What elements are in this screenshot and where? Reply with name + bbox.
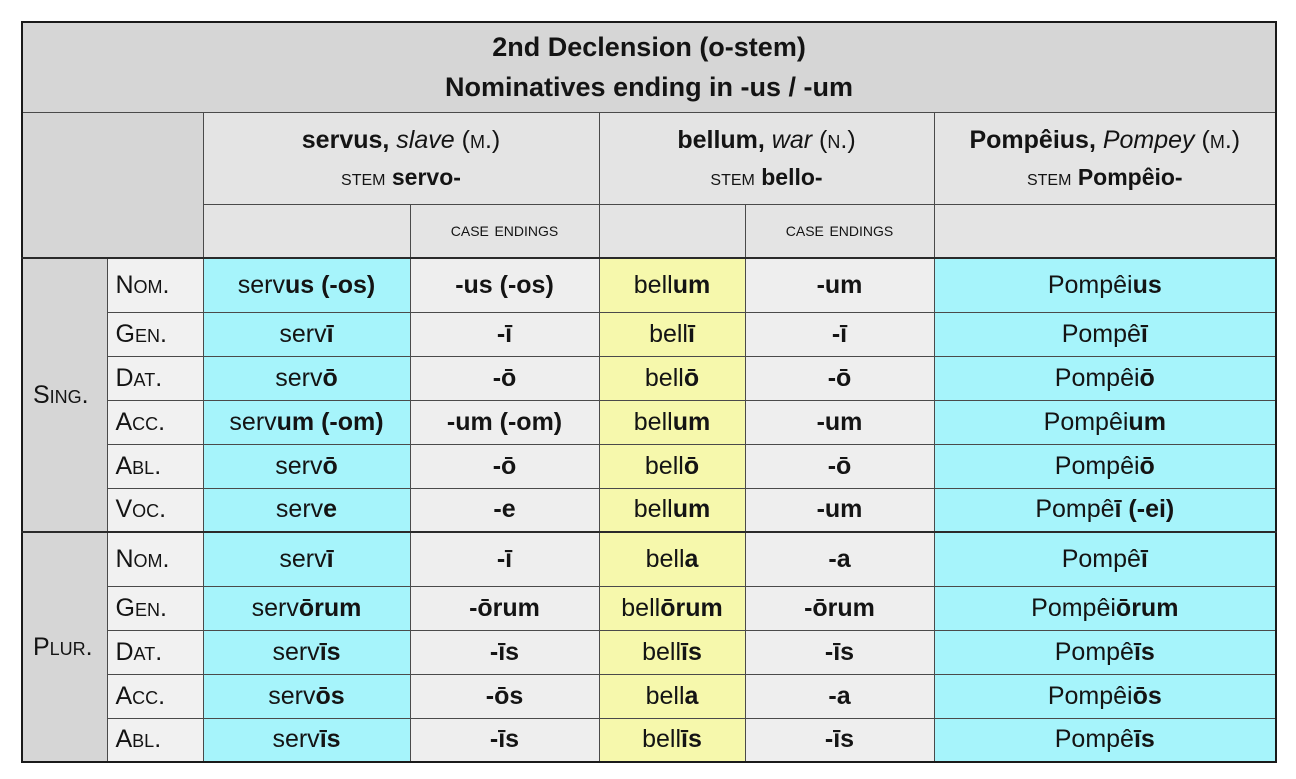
stem-line: stem Pompêio- [1026,163,1183,190]
ending-cell: -īs [409,717,600,763]
latin-word-cell: bellum [598,487,746,533]
ending-cell: -ō [744,355,935,401]
ending-cell: -a [744,673,935,719]
number-group-singular: Sing. [21,257,108,533]
latin-word-cell: Pompêiōs [933,673,1277,719]
ending-cell: -īs [409,629,600,675]
case-label: Voc. [106,487,204,533]
latin-word-cell: bella [598,531,746,587]
ending-cell: -e [409,487,600,533]
latin-word-cell: bellī [598,311,746,357]
ending-cell: -ōs [409,673,600,719]
latin-word-cell: Pompêīs [933,717,1277,763]
latin-word-cell: Pompêī [933,531,1277,587]
lemma-line: servus, slave (m.) [301,125,501,154]
latin-word-cell: servīs [202,717,411,763]
case-label: Dat. [106,355,204,401]
ending-cell: -ō [409,355,600,401]
latin-word-cell: servīs [202,629,411,675]
ending-cell: -a [744,531,935,587]
subheader-empty [933,203,1277,259]
latin-word-cell: serve [202,487,411,533]
declension-table: 2nd Declension (o-stem) Nominatives endi… [21,21,1278,763]
latin-word-cell: servō [202,443,411,489]
column-header-servus: servus, slave (m.) stem servo- [202,111,600,205]
lemma-line: bellum, war (n.) [677,125,856,154]
latin-word-cell: bellīs [598,717,746,763]
latin-word-cell: bellō [598,355,746,401]
number-group-plural: Plur. [21,531,108,763]
ending-cell: -ī [409,531,600,587]
latin-word-cell: servum (-om) [202,399,411,445]
latin-word-cell: Pompêius [933,257,1277,313]
ending-cell: -um [744,487,935,533]
latin-word-cell: bellum [598,399,746,445]
case-label: Acc. [106,673,204,719]
ending-cell: -ī [744,311,935,357]
ending-cell: -us (-os) [409,257,600,313]
ending-cell: -ōrum [744,585,935,631]
title-line-2: Nominatives ending in -us / -um [445,72,854,103]
corner-cell [21,111,204,259]
lemma-line: Pompêius, Pompey (m.) [969,125,1241,154]
latin-word-cell: Pompêī (-ei) [933,487,1277,533]
latin-word-cell: bellōrum [598,585,746,631]
latin-word-cell: servī [202,531,411,587]
ending-cell: -īs [744,717,935,763]
ending-cell: -um [744,257,935,313]
latin-word-cell: servus (-os) [202,257,411,313]
ending-cell: -um (-om) [409,399,600,445]
latin-word-cell: bella [598,673,746,719]
latin-word-cell: bellum [598,257,746,313]
latin-word-cell: Pompêiō [933,355,1277,401]
latin-word-cell: bellīs [598,629,746,675]
case-label: Nom. [106,531,204,587]
latin-word-cell: Pompêīs [933,629,1277,675]
latin-word-cell: Pompêī [933,311,1277,357]
case-endings-header: case endings [744,203,935,259]
latin-word-cell: bellō [598,443,746,489]
title-line-1: 2nd Declension (o-stem) [492,31,806,62]
case-label: Nom. [106,257,204,313]
latin-word-cell: servōrum [202,585,411,631]
case-label: Dat. [106,629,204,675]
ending-cell: -um [744,399,935,445]
latin-word-cell: Pompêium [933,399,1277,445]
latin-word-cell: Pompêiōrum [933,585,1277,631]
ending-cell: -īs [744,629,935,675]
column-header-pompeius: Pompêius, Pompey (m.) stem Pompêio- [933,111,1277,205]
case-label: Abl. [106,443,204,489]
case-label: Abl. [106,717,204,763]
stem-line: stem bello- [710,163,823,190]
ending-cell: -ō [744,443,935,489]
subheader-empty [202,203,411,259]
latin-word-cell: servī [202,311,411,357]
latin-word-cell: servō [202,355,411,401]
ending-cell: -ōrum [409,585,600,631]
case-label: Acc. [106,399,204,445]
stem-line: stem servo- [341,163,461,190]
subheader-empty [598,203,746,259]
case-label: Gen. [106,311,204,357]
table-title: 2nd Declension (o-stem) Nominatives endi… [21,21,1277,113]
latin-word-cell: servōs [202,673,411,719]
case-endings-header: case endings [409,203,600,259]
ending-cell: -ī [409,311,600,357]
column-header-bellum: bellum, war (n.) stem bello- [598,111,935,205]
ending-cell: -ō [409,443,600,489]
case-label: Gen. [106,585,204,631]
latin-word-cell: Pompêiō [933,443,1277,489]
